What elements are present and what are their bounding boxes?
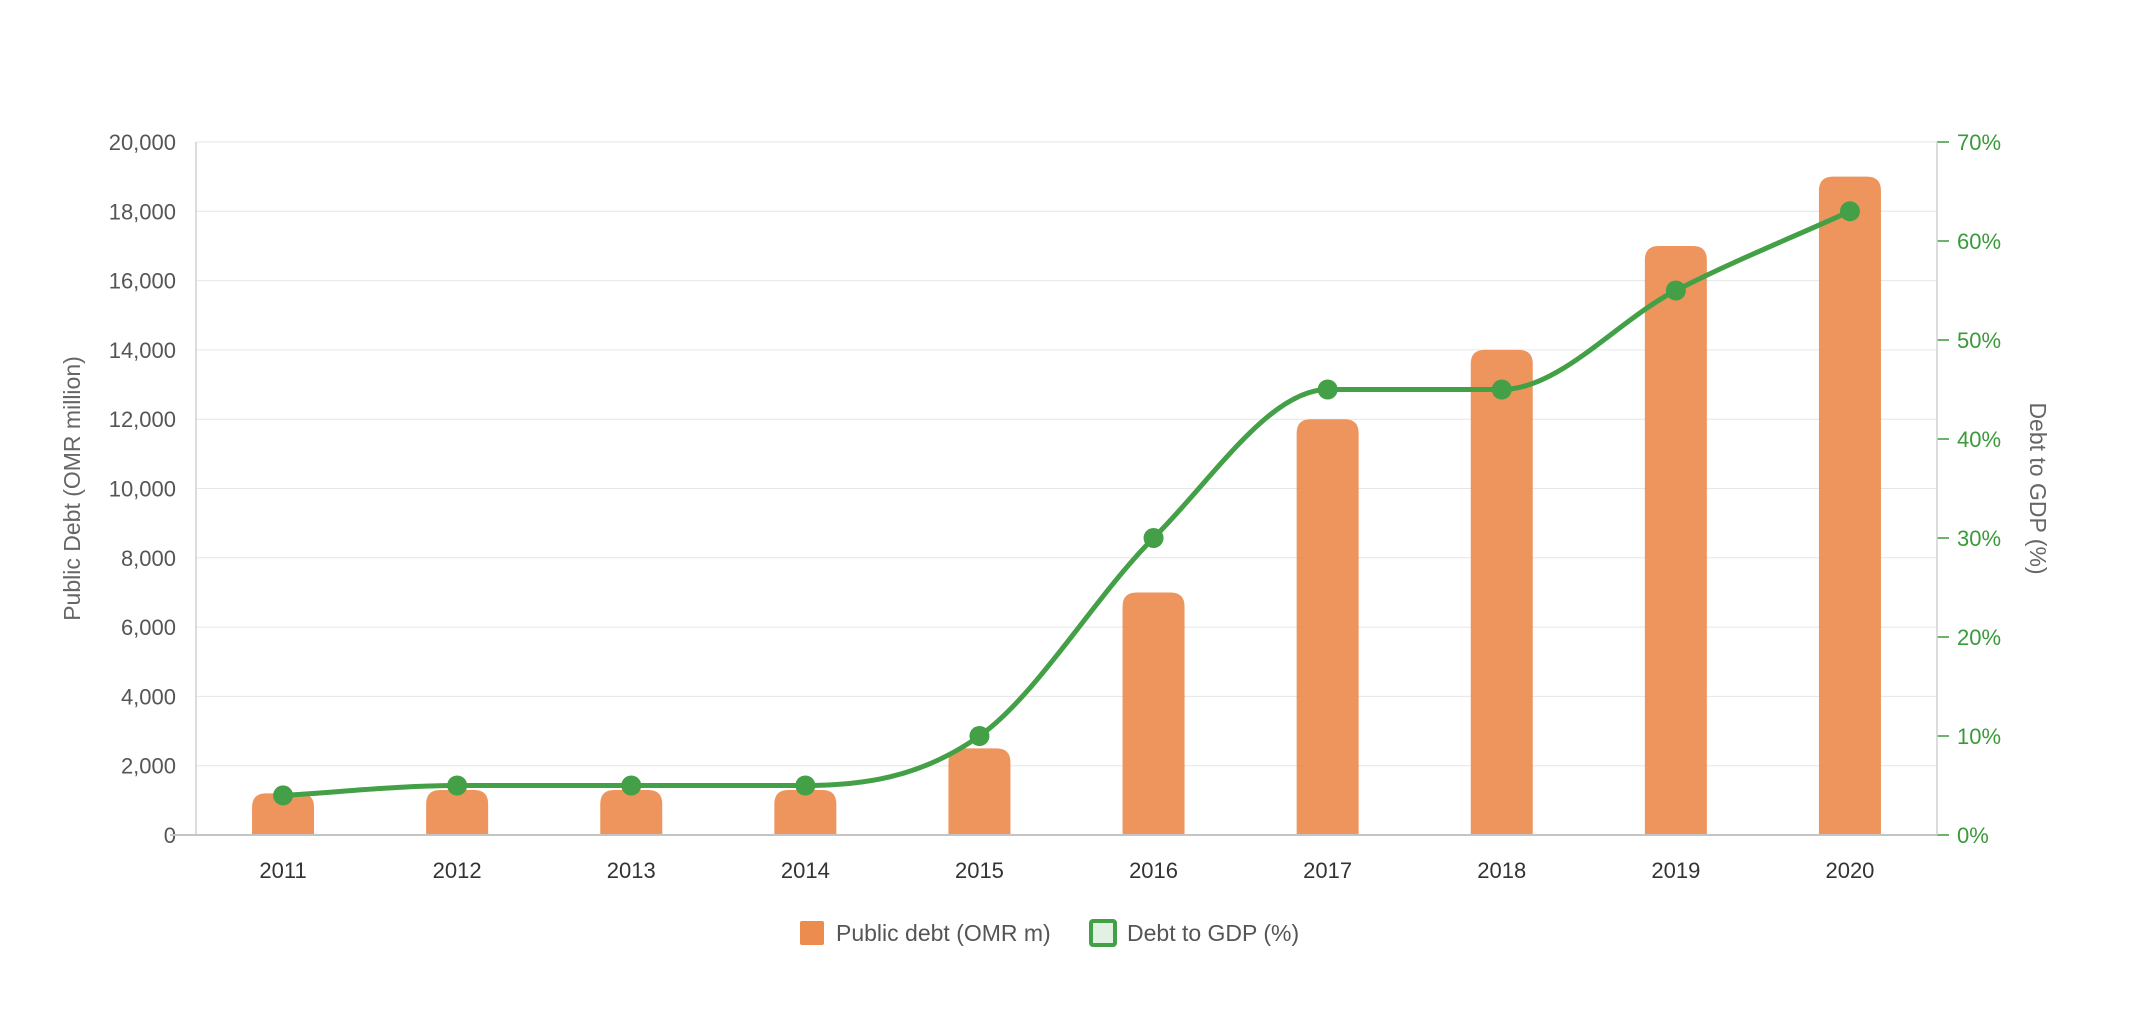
legend: Public debt (OMR m) Debt to GDP (%) bbox=[800, 919, 1299, 947]
legend-line-swatch[interactable] bbox=[1089, 919, 1117, 947]
y-right-tick-label: 70% bbox=[1957, 130, 2001, 155]
legend-bar-label[interactable]: Public debt (OMR m) bbox=[836, 920, 1051, 946]
line-point[interactable] bbox=[1143, 528, 1164, 548]
y-left-tick-label: 6,000 bbox=[121, 615, 176, 640]
y-left-tick-label: 20,000 bbox=[109, 130, 176, 155]
y-axis-left-title: Public Debt (OMR million) bbox=[59, 356, 85, 621]
y-right-tick-label: 40% bbox=[1957, 427, 2001, 452]
bar[interactable] bbox=[1470, 349, 1533, 835]
y-left-tick-label: 8,000 bbox=[121, 546, 176, 571]
axes: 0 2,000 4,000 6,000 8,000 10,000 12,000 14,000 1… bbox=[109, 130, 2001, 883]
y-left-tick-label: 16,000 bbox=[109, 269, 176, 294]
y-axis-right-title: Debt to GDP (%) bbox=[2025, 402, 2051, 574]
x-tick-label: 2020 bbox=[1825, 858, 1874, 883]
bar[interactable] bbox=[1644, 245, 1707, 835]
x-tick-label: 2015 bbox=[955, 858, 1004, 883]
x-tick-label: 2011 bbox=[259, 858, 306, 883]
bar[interactable] bbox=[600, 789, 663, 835]
y-right-tick-label: 50% bbox=[1957, 328, 2001, 353]
bar[interactable] bbox=[774, 789, 837, 835]
line-point[interactable] bbox=[1491, 379, 1512, 400]
line-point[interactable] bbox=[273, 785, 294, 806]
x-tick-label: 2013 bbox=[607, 858, 656, 883]
bar[interactable] bbox=[252, 793, 315, 835]
bar[interactable] bbox=[1122, 592, 1185, 835]
y-left-tick-label: 14,000 bbox=[109, 338, 176, 363]
bar[interactable] bbox=[426, 789, 489, 835]
line-point[interactable] bbox=[969, 726, 990, 746]
y-right-tick-label: 60% bbox=[1957, 229, 2001, 254]
line-path bbox=[280, 208, 1853, 798]
x-tick-label: 2019 bbox=[1651, 858, 1700, 883]
x-tick-label: 2018 bbox=[1477, 858, 1526, 883]
bar[interactable] bbox=[948, 748, 1011, 835]
line-series bbox=[273, 201, 1860, 806]
x-tick-label: 2012 bbox=[433, 858, 482, 883]
y-right-tick-label: 20% bbox=[1957, 625, 2001, 650]
y-right-tick-label: 0% bbox=[1957, 823, 1989, 848]
legend-line-label[interactable]: Debt to GDP (%) bbox=[1127, 920, 1299, 946]
y-left-tick-label: 18,000 bbox=[109, 199, 176, 224]
y-left-tick-label: 10,000 bbox=[109, 477, 176, 502]
y-left-tick-label: 2,000 bbox=[121, 754, 176, 779]
x-tick-label: 2014 bbox=[781, 858, 830, 883]
line-point[interactable] bbox=[1317, 379, 1338, 400]
line-point[interactable] bbox=[1665, 280, 1686, 301]
bar[interactable] bbox=[1296, 419, 1359, 835]
x-tick-label: 2017 bbox=[1303, 858, 1352, 883]
y-right-tick-label: 30% bbox=[1957, 526, 2001, 551]
y-left-tick-label: 0 bbox=[164, 823, 176, 848]
bar-series bbox=[252, 176, 1881, 835]
gridlines bbox=[196, 141, 1937, 767]
y-left-tick-label: 4,000 bbox=[121, 684, 176, 709]
line-point[interactable] bbox=[795, 775, 816, 796]
y-left-tick-label: 12,000 bbox=[109, 407, 176, 432]
legend-bar-swatch[interactable] bbox=[800, 921, 824, 945]
y-right-tick-label: 10% bbox=[1957, 724, 2001, 749]
line-point[interactable] bbox=[447, 775, 468, 796]
line-point[interactable] bbox=[1839, 201, 1860, 222]
x-tick-label: 2016 bbox=[1129, 858, 1178, 883]
bar[interactable] bbox=[1818, 176, 1881, 835]
line-point[interactable] bbox=[621, 775, 642, 796]
